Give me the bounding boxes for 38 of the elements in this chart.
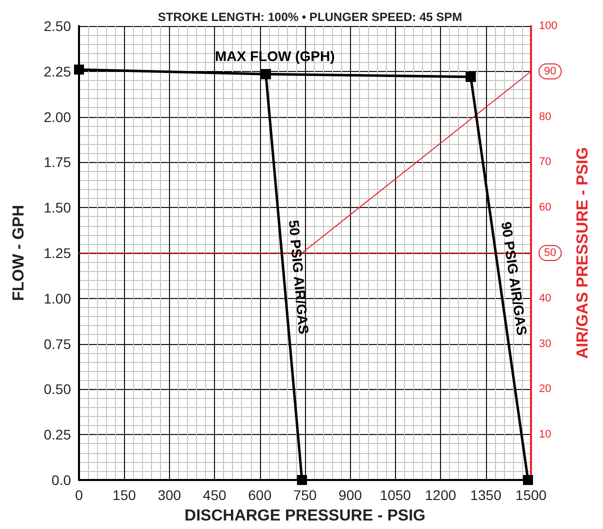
y2-tick-label: 80 — [539, 110, 552, 123]
y2-tick-label: 50 — [544, 247, 556, 259]
y2-tick-label: 40 — [539, 292, 552, 304]
x-tick-label: 150 — [112, 487, 136, 503]
y2-tick-label: 100 — [539, 20, 558, 32]
chart-title: STROKE LENGTH: 100% • PLUNGER SPEED: 45 SPM — [158, 10, 462, 24]
x-tick-label: 1200 — [425, 487, 456, 503]
y-tick-label: 0.25 — [44, 426, 72, 443]
y-tick-label: 1.50 — [44, 200, 72, 216]
x-tick-label: 1350 — [470, 487, 502, 503]
x-tick-label: 300 — [158, 487, 182, 503]
y2-tick-label: 30 — [539, 338, 552, 350]
y2-axis-title: AIR/GAS PRESSURE - PSIG — [574, 147, 592, 359]
y-tick-label: 0.0 — [52, 472, 72, 488]
text: 50 PSIG AIR/GAS — [286, 219, 312, 335]
x-tick-label: 450 — [202, 487, 226, 503]
y2-tick-label: 10 — [539, 428, 552, 441]
y-tick-label: 2.50 — [44, 18, 72, 34]
x-axis-title: DISCHARGE PRESSURE - PSIG — [184, 508, 426, 524]
y-tick-label: 0.50 — [44, 381, 72, 398]
y-axis-title: FLOW - GPH — [10, 205, 28, 301]
y-tick-label: 1.75 — [44, 154, 72, 170]
y-tick-label: 2.00 — [44, 108, 72, 125]
y-tick-label: 1.25 — [44, 245, 72, 261]
y-tick-label: 0.75 — [44, 336, 72, 352]
y2-tick-label: 20 — [539, 383, 552, 396]
y2-tick-label: 90 — [544, 65, 556, 78]
y2-tick-label: 70 — [539, 156, 552, 168]
y-tick-label: 2.25 — [44, 63, 72, 80]
text: 90 PSIG AIR/GAS — [498, 220, 530, 336]
x-tick-label: 0 — [75, 487, 84, 503]
x-tick-label: 900 — [338, 487, 362, 503]
x-tick-label: 1500 — [515, 487, 547, 503]
y-tick-label: 1.00 — [44, 290, 72, 306]
x-tick-label: 750 — [293, 487, 317, 503]
x-tick-label: 600 — [248, 487, 272, 503]
y2-tick-label: 60 — [539, 202, 552, 214]
x-tick-label: 1050 — [380, 487, 412, 503]
